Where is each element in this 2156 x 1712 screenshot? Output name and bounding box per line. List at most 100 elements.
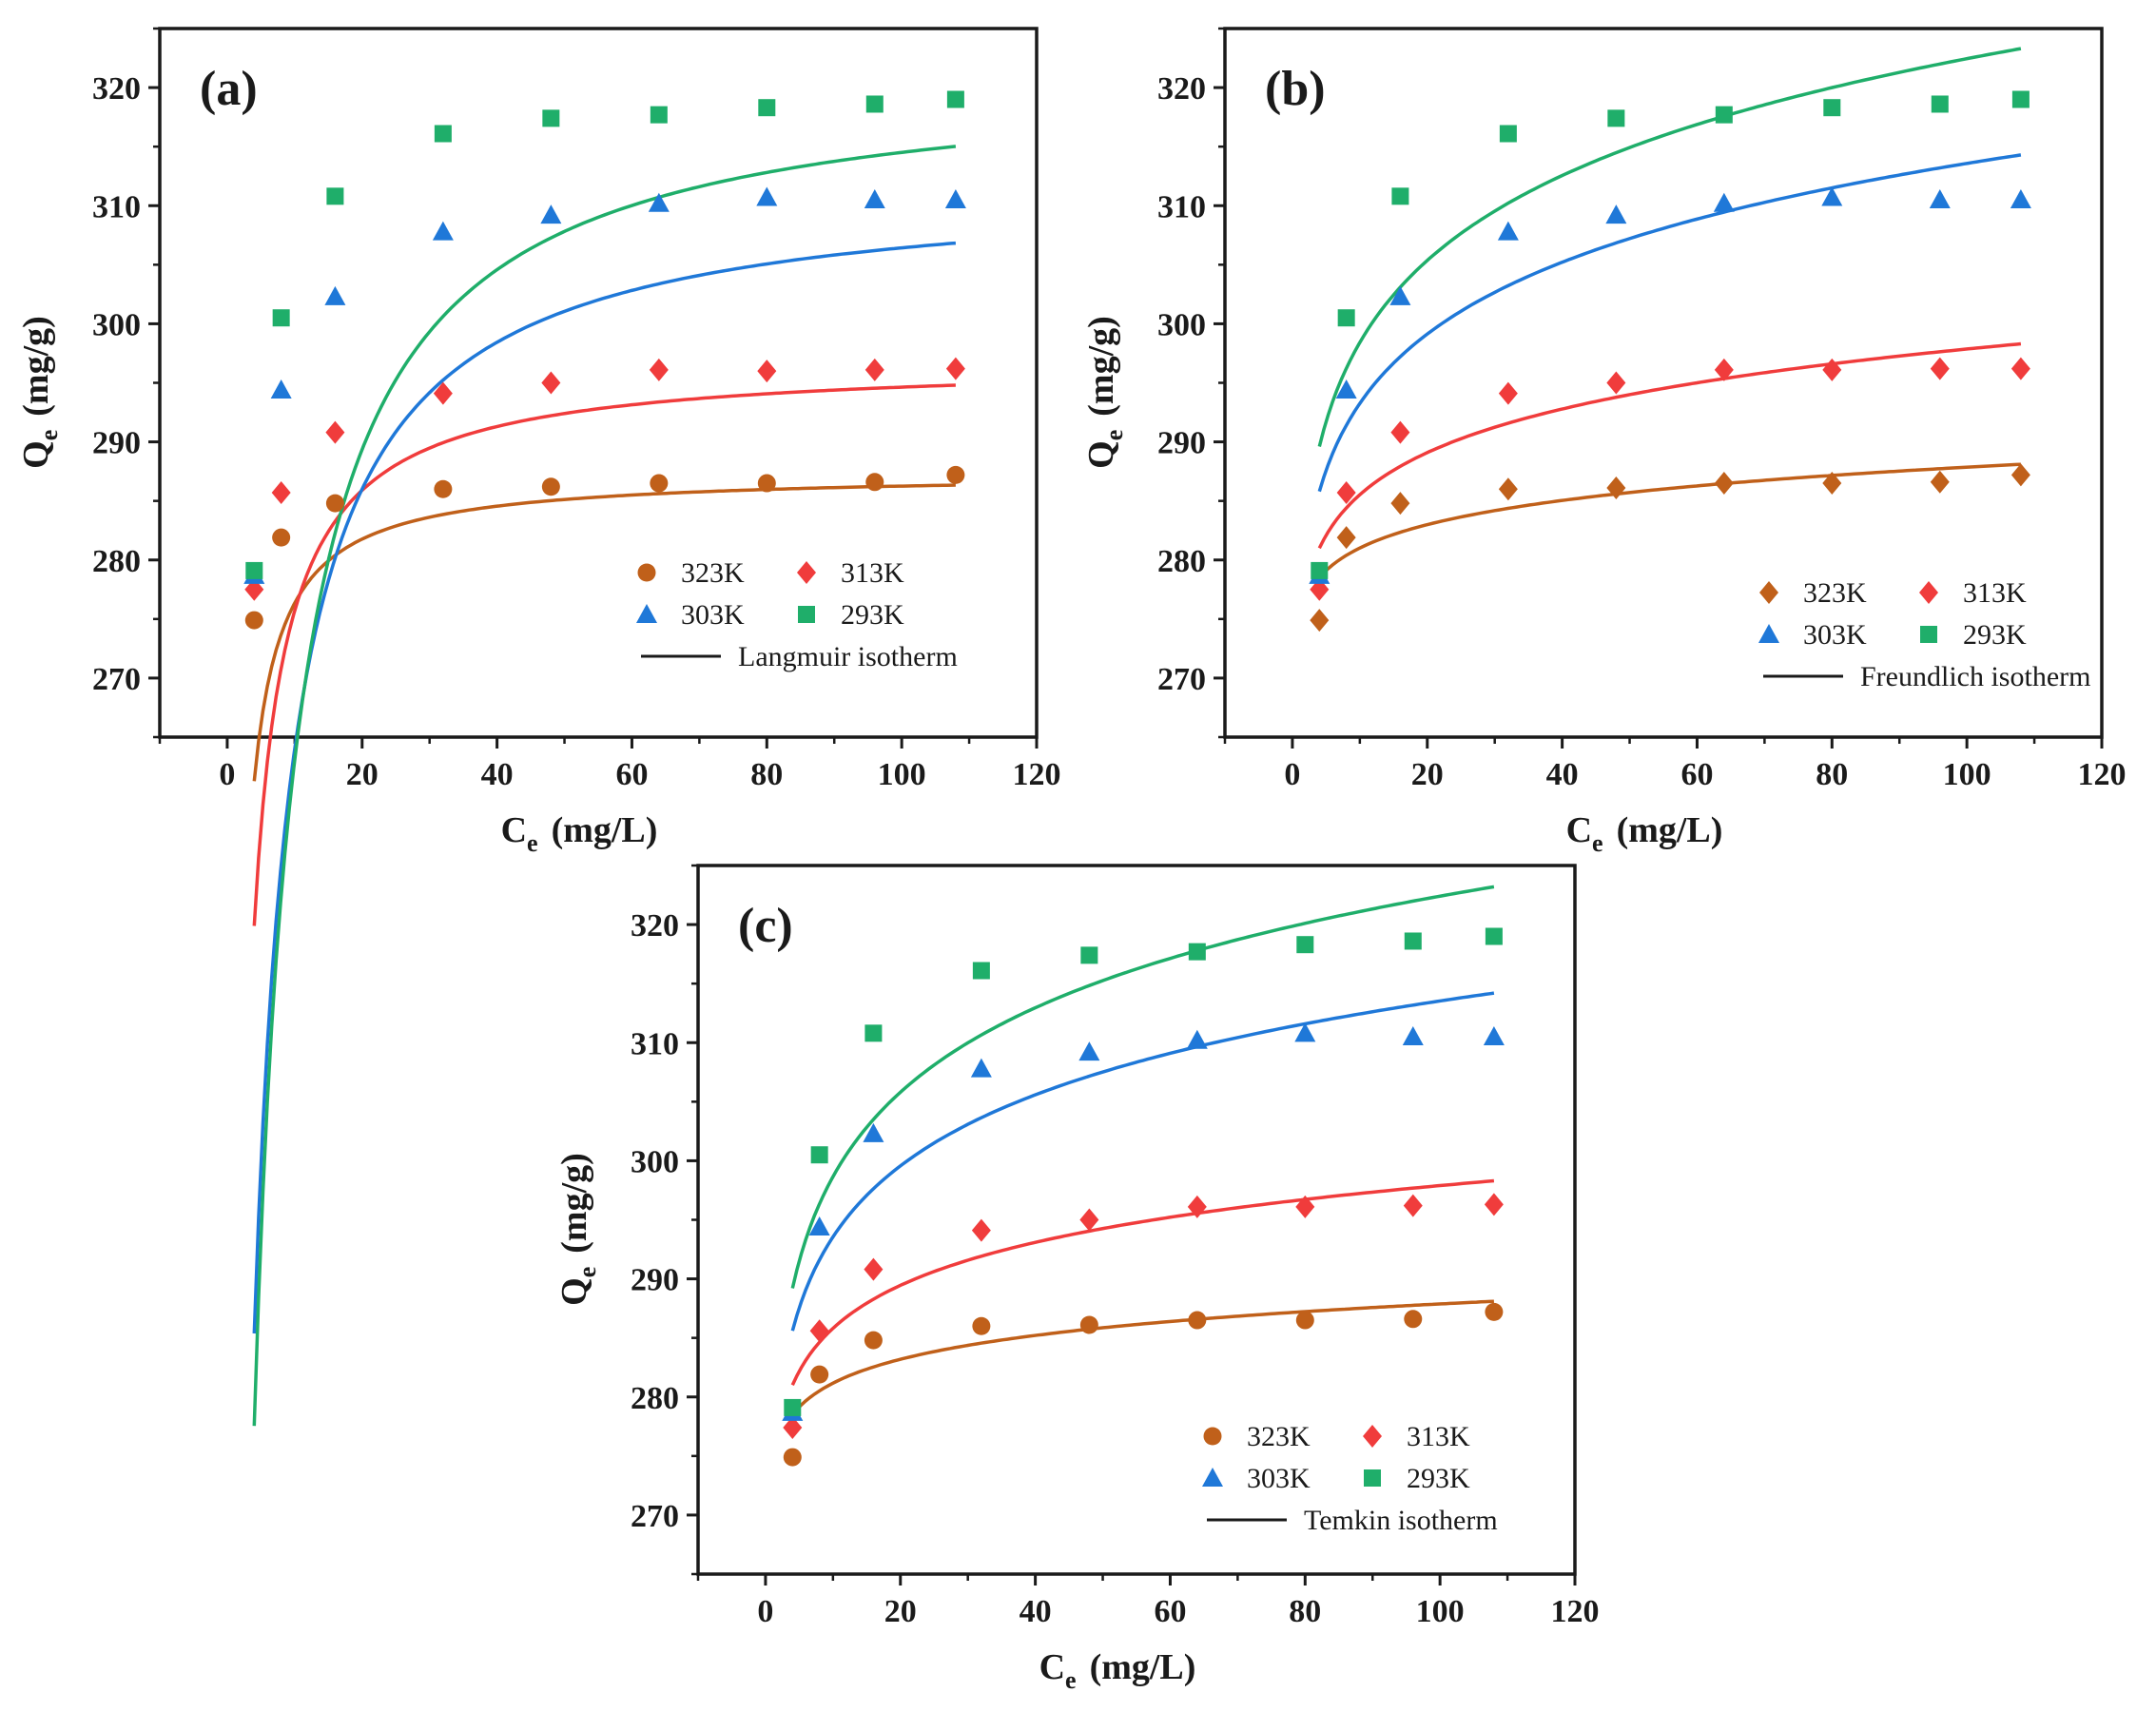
panel-label: (c): [738, 899, 793, 953]
data-point-303K: [864, 189, 885, 209]
data-point-323K: [1310, 609, 1330, 632]
data-point-313K: [1336, 480, 1356, 504]
fit-curve-303K: [252, 241, 957, 1334]
data-point-323K: [244, 611, 263, 630]
data-point-323K: [1822, 472, 1842, 496]
data-point-313K: [971, 1218, 991, 1242]
data-point-323K: [1714, 472, 1734, 496]
legend-fit-label: Langmuir isotherm: [738, 641, 958, 672]
legend-label-313K: 313K: [1963, 577, 2027, 609]
data-point-313K: [1498, 381, 1518, 405]
legend-label-293K: 293K: [1963, 619, 2027, 651]
data-point-313K: [1822, 358, 1842, 381]
panel-label: (a): [200, 62, 258, 116]
data-point-303K: [944, 189, 966, 209]
legend-label-323K: 323K: [1247, 1421, 1311, 1452]
data-point-323K: [1295, 1311, 1314, 1330]
legend-fit-label: Freundlich isotherm: [1860, 661, 2090, 692]
legend-label-323K: 323K: [681, 557, 745, 589]
legend-label-303K: 303K: [1803, 619, 1867, 651]
y-tick-label: 280: [1157, 544, 1206, 579]
data-point-313K: [325, 420, 345, 444]
data-point-293K: [1485, 927, 1503, 945]
data-point-323K: [325, 494, 344, 513]
data-point-313K: [271, 480, 291, 504]
legend-marker-313K: [1919, 581, 1938, 604]
data-point-293K: [1311, 561, 1329, 579]
data-point-323K: [757, 474, 776, 493]
fit-curve-293K: [1317, 47, 2022, 447]
data-point-293K: [326, 187, 344, 205]
fit-curve-293K: [790, 885, 1495, 1289]
legend-marker-303K: [1202, 1468, 1223, 1487]
fit-curve-323K: [252, 483, 956, 782]
data-point-293K: [434, 125, 452, 143]
data-point-323K: [1930, 470, 1950, 494]
data-point-323K: [1336, 526, 1356, 550]
y-tick-label: 300: [1157, 307, 1206, 342]
data-point-303K: [540, 204, 562, 224]
data-point-293K: [2011, 90, 2030, 108]
legend-fit-label: Temkin isotherm: [1304, 1505, 1498, 1536]
legend-label-303K: 303K: [681, 599, 745, 631]
fit-curve-303K: [1317, 153, 2022, 493]
data-point-323K: [1188, 1311, 1207, 1330]
data-point-323K: [1079, 1315, 1098, 1334]
data-point-323K: [783, 1448, 802, 1467]
data-point-313K: [1403, 1194, 1423, 1217]
data-point-293K: [865, 95, 884, 113]
legend-label-293K: 293K: [1407, 1463, 1470, 1494]
data-point-303K: [324, 285, 346, 305]
legend-marker-323K: [1759, 581, 1778, 604]
data-point-323K: [2010, 463, 2030, 487]
legend-label-303K: 303K: [1247, 1463, 1311, 1494]
data-point-323K: [434, 479, 453, 498]
data-point-293K: [1296, 936, 1314, 954]
legend-marker-293K: [798, 606, 815, 623]
data-point-293K: [946, 90, 964, 108]
data-point-313K: [945, 357, 965, 380]
data-point-303K: [1335, 379, 1357, 399]
y-axis-title: Qe(mg/g): [1081, 316, 1128, 469]
data-point-293K: [758, 99, 776, 117]
x-tick-label: 80: [750, 757, 783, 792]
fit-curve-293K: [252, 145, 957, 1427]
data-point-323K: [541, 477, 560, 496]
data-point-313K: [1930, 357, 1950, 380]
chart-panel-b: 0 20 40 60 80 100 120 270 280 290 300 310 320 Ce (mg/L…: [1081, 27, 2127, 857]
data-point-303K: [970, 1058, 992, 1078]
data-point-313K: [649, 358, 669, 381]
data-point-293K: [1391, 187, 1409, 205]
data-point-293K: [810, 1146, 828, 1164]
data-point-293K: [1607, 109, 1625, 127]
legend-marker-313K: [797, 561, 816, 584]
y-tick-label: 310: [1157, 189, 1206, 224]
y-tick-label: 270: [1157, 662, 1206, 697]
chart-panel-c: 0 20 40 60 80 100 120 270 280 290 300 310 320 Ce (mg/L…: [554, 864, 1600, 1694]
fit-curve-323K: [1318, 462, 2021, 579]
plot-frame: [158, 27, 1039, 739]
fit-curve-313K: [1317, 341, 2022, 550]
fit-curve-313K: [252, 383, 956, 926]
x-tick-label: 0: [219, 757, 235, 792]
legend-marker-293K: [1364, 1469, 1381, 1487]
data-point-323K: [1606, 477, 1626, 500]
data-point-313K: [541, 371, 561, 395]
data-point-303K: [1497, 221, 1519, 241]
data-point-303K: [1389, 285, 1411, 305]
data-point-293K: [1188, 943, 1206, 961]
legend-marker-323K: [1203, 1427, 1222, 1446]
data-point-293K: [542, 109, 560, 127]
data-point-313K: [1390, 420, 1410, 444]
legend-marker-323K: [637, 563, 656, 582]
legend-marker-303K: [636, 604, 657, 623]
x-tick-label: 100: [1416, 1594, 1465, 1629]
y-tick-label: 310: [631, 1026, 679, 1061]
x-tick-label: 120: [1013, 757, 1061, 792]
data-point-313K: [783, 1416, 803, 1440]
data-point-303K: [648, 192, 670, 212]
y-tick-label: 300: [631, 1144, 679, 1179]
data-point-303K: [808, 1216, 830, 1235]
chart-panel-a: 0 20 40 60 80 100 120 270 280 290 300 310 320 Ce (mg/L…: [16, 27, 1061, 1427]
